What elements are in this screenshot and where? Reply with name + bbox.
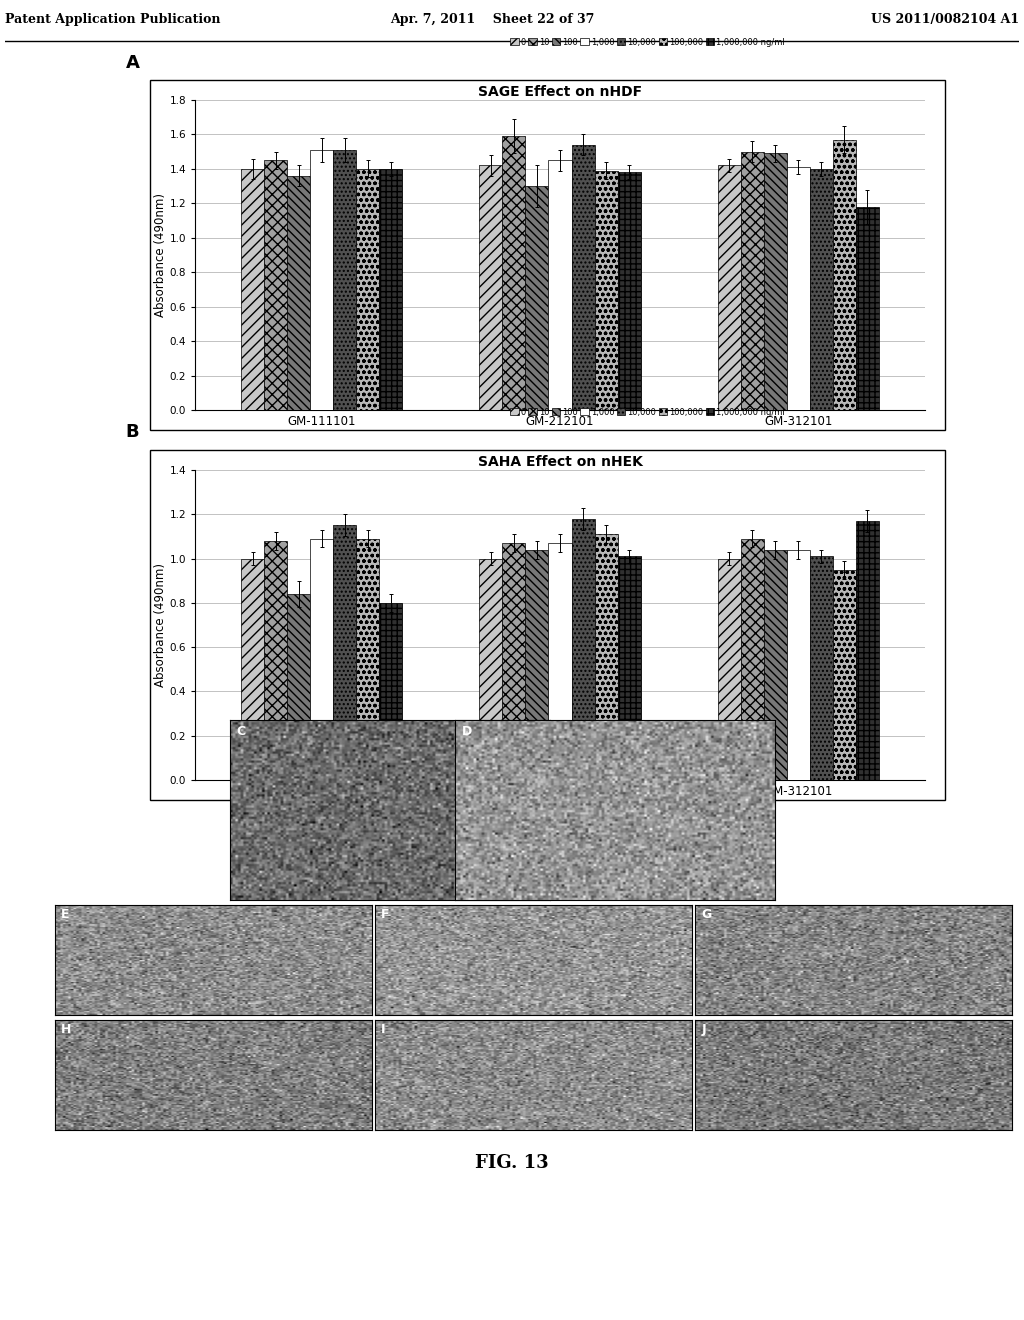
- Bar: [380, 603, 402, 780]
- Text: J: J: [701, 1023, 706, 1036]
- Bar: [571, 519, 595, 780]
- Bar: [310, 150, 334, 411]
- Bar: [380, 169, 402, 411]
- Text: C: C: [237, 726, 246, 738]
- Bar: [571, 145, 595, 411]
- Bar: [479, 165, 503, 411]
- Bar: [264, 541, 287, 780]
- Text: H: H: [61, 1023, 72, 1036]
- Bar: [740, 152, 764, 411]
- Bar: [833, 140, 856, 411]
- Bar: [810, 169, 833, 411]
- Bar: [617, 173, 641, 411]
- Bar: [764, 153, 786, 411]
- Bar: [334, 150, 356, 411]
- Legend: 0, 10, 100, 1,000, 10,000, 100,000, 1,000,000 ng/ml: 0, 10, 100, 1,000, 10,000, 100,000, 1,00…: [509, 407, 786, 418]
- Text: B: B: [126, 424, 139, 441]
- Bar: [786, 168, 810, 411]
- Text: F: F: [381, 908, 390, 921]
- Title: SAHA Effect on nHEK: SAHA Effect on nHEK: [477, 455, 642, 469]
- Bar: [479, 558, 503, 780]
- Bar: [856, 207, 879, 411]
- Text: Patent Application Publication: Patent Application Publication: [5, 13, 220, 26]
- Text: A: A: [126, 54, 139, 71]
- Bar: [241, 558, 264, 780]
- Text: US 2011/0082104 A1: US 2011/0082104 A1: [870, 13, 1019, 26]
- Bar: [310, 539, 334, 780]
- Bar: [595, 535, 617, 780]
- Bar: [833, 570, 856, 780]
- Bar: [718, 558, 740, 780]
- Text: E: E: [61, 908, 70, 921]
- Bar: [549, 160, 571, 411]
- Y-axis label: Absorbance (490nm): Absorbance (490nm): [154, 193, 167, 317]
- Bar: [786, 549, 810, 780]
- Bar: [356, 169, 380, 411]
- Bar: [810, 556, 833, 780]
- Bar: [764, 549, 786, 780]
- Bar: [525, 186, 549, 411]
- Y-axis label: Absorbance (490nm): Absorbance (490nm): [154, 564, 167, 686]
- Bar: [595, 170, 617, 411]
- Bar: [287, 176, 310, 411]
- Bar: [503, 543, 525, 780]
- Bar: [287, 594, 310, 780]
- Text: G: G: [701, 908, 712, 921]
- Bar: [264, 160, 287, 411]
- Bar: [241, 169, 264, 411]
- Bar: [334, 525, 356, 780]
- Bar: [617, 556, 641, 780]
- Bar: [503, 136, 525, 411]
- Text: I: I: [381, 1023, 386, 1036]
- Text: D: D: [462, 726, 472, 738]
- Bar: [549, 543, 571, 780]
- Bar: [718, 165, 740, 411]
- Title: SAGE Effect on nHDF: SAGE Effect on nHDF: [478, 84, 642, 99]
- Text: Apr. 7, 2011    Sheet 22 of 37: Apr. 7, 2011 Sheet 22 of 37: [390, 13, 595, 26]
- Bar: [740, 539, 764, 780]
- Bar: [525, 549, 549, 780]
- Bar: [856, 521, 879, 780]
- Legend: 0, 10, 100, 1,000, 10,000, 100,000, 1,000,000 ng/ml: 0, 10, 100, 1,000, 10,000, 100,000, 1,00…: [509, 36, 786, 49]
- Text: FIG. 13: FIG. 13: [475, 1154, 549, 1172]
- Bar: [356, 539, 380, 780]
